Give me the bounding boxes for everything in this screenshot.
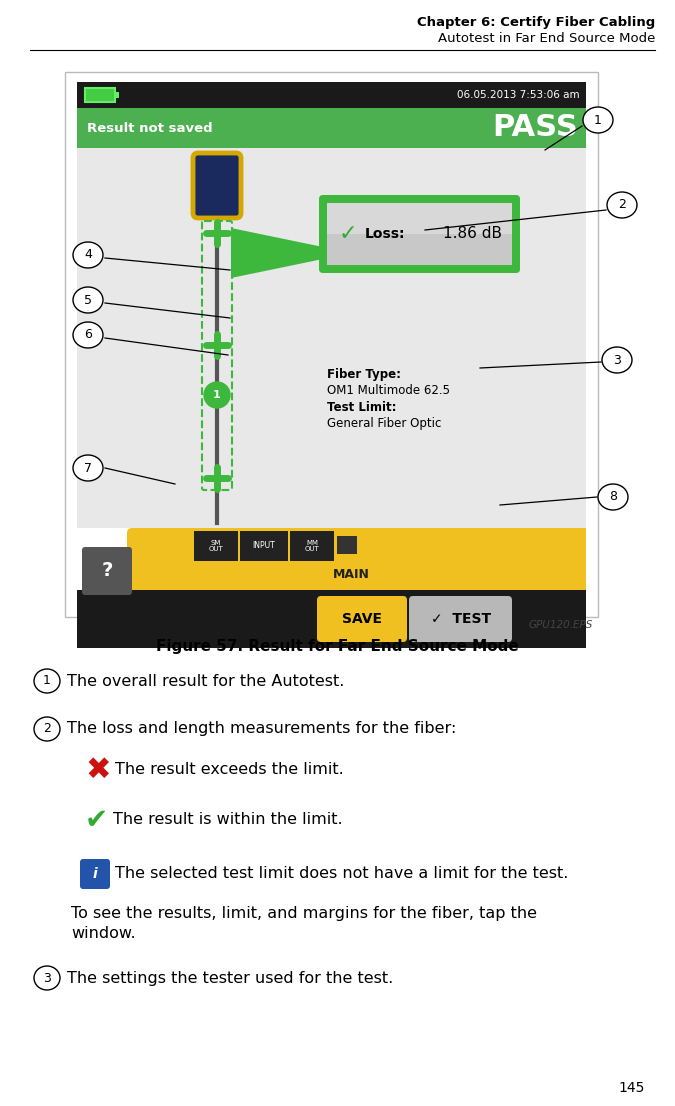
Text: 2: 2 [43, 722, 51, 735]
Text: The loss and length measurements for the fiber:: The loss and length measurements for the… [67, 721, 456, 737]
FancyBboxPatch shape [240, 531, 288, 561]
Text: Autotest in Far End Source Mode: Autotest in Far End Source Mode [437, 32, 655, 45]
FancyBboxPatch shape [82, 547, 132, 595]
Text: window.: window. [71, 926, 136, 941]
Text: 8: 8 [609, 490, 617, 503]
Text: INPUT: INPUT [252, 542, 275, 551]
Text: 5: 5 [84, 293, 92, 306]
Text: 4: 4 [84, 249, 92, 261]
Text: The selected test limit does not have a limit for the test.: The selected test limit does not have a … [115, 866, 568, 881]
Polygon shape [231, 228, 352, 278]
Ellipse shape [34, 669, 60, 693]
Text: OM1 Multimode 62.5: OM1 Multimode 62.5 [327, 384, 450, 397]
Text: 7: 7 [84, 461, 92, 474]
Text: 1: 1 [213, 390, 221, 400]
FancyBboxPatch shape [317, 596, 407, 641]
FancyBboxPatch shape [65, 72, 598, 617]
Text: MAIN: MAIN [333, 567, 369, 581]
Text: ✔: ✔ [85, 806, 108, 834]
Ellipse shape [34, 966, 60, 990]
FancyBboxPatch shape [85, 88, 115, 102]
Ellipse shape [34, 717, 60, 741]
FancyBboxPatch shape [194, 531, 238, 561]
FancyBboxPatch shape [77, 108, 586, 148]
Ellipse shape [73, 455, 103, 481]
FancyBboxPatch shape [319, 195, 520, 273]
Text: 145: 145 [618, 1081, 645, 1095]
Text: The result exceeds the limit.: The result exceeds the limit. [115, 762, 344, 778]
FancyBboxPatch shape [193, 153, 241, 218]
Text: Figure 57. Result for Far End Source Mode: Figure 57. Result for Far End Source Mod… [156, 639, 518, 654]
Ellipse shape [607, 192, 637, 218]
Text: SAVE: SAVE [342, 612, 382, 626]
FancyBboxPatch shape [501, 528, 556, 588]
Text: The settings the tester used for the test.: The settings the tester used for the tes… [67, 970, 394, 985]
Text: ✓  TEST: ✓ TEST [431, 612, 491, 626]
FancyBboxPatch shape [290, 531, 334, 561]
Text: ?: ? [101, 562, 113, 581]
Text: ✓: ✓ [339, 225, 358, 244]
Text: To see the results, limit, and margins for the fiber, tap the: To see the results, limit, and margins f… [71, 906, 537, 921]
Text: i: i [92, 867, 97, 881]
Ellipse shape [583, 107, 613, 133]
Text: 3: 3 [43, 971, 51, 984]
Text: 06.05.2013 7:53:06 am: 06.05.2013 7:53:06 am [458, 90, 580, 100]
FancyBboxPatch shape [327, 204, 512, 234]
Text: ✖: ✖ [85, 755, 111, 784]
Text: Loss:: Loss: [365, 227, 406, 241]
FancyBboxPatch shape [127, 528, 177, 588]
Text: Result not saved: Result not saved [87, 122, 213, 135]
Ellipse shape [602, 347, 632, 373]
Ellipse shape [598, 484, 628, 510]
Ellipse shape [73, 242, 103, 268]
Text: Chapter 6: Certify Fiber Cabling: Chapter 6: Certify Fiber Cabling [416, 15, 655, 29]
Text: 1: 1 [594, 114, 602, 126]
Ellipse shape [73, 322, 103, 348]
FancyBboxPatch shape [77, 589, 586, 648]
Circle shape [204, 382, 230, 408]
Ellipse shape [73, 286, 103, 313]
Text: PASS: PASS [492, 114, 578, 143]
Text: Test Limit:: Test Limit: [327, 401, 396, 414]
Text: 2: 2 [618, 198, 626, 211]
Text: 1.86 dB: 1.86 dB [443, 227, 502, 241]
Text: 1: 1 [43, 675, 51, 688]
FancyBboxPatch shape [115, 92, 119, 98]
Text: MM
OUT: MM OUT [304, 540, 319, 552]
FancyBboxPatch shape [337, 536, 357, 554]
Text: Fiber Type:: Fiber Type: [327, 368, 401, 380]
Text: General Fiber Optic: General Fiber Optic [327, 417, 441, 430]
FancyBboxPatch shape [409, 596, 512, 641]
FancyBboxPatch shape [77, 148, 586, 528]
Text: 3: 3 [613, 354, 621, 366]
Text: The result is within the limit.: The result is within the limit. [113, 813, 343, 827]
FancyBboxPatch shape [80, 859, 110, 889]
Text: 6: 6 [84, 328, 92, 342]
Text: SM
OUT: SM OUT [209, 540, 223, 552]
FancyBboxPatch shape [77, 82, 586, 108]
Text: GPU120.EPS: GPU120.EPS [529, 620, 593, 630]
Text: The overall result for the Autotest.: The overall result for the Autotest. [67, 674, 344, 689]
FancyBboxPatch shape [327, 204, 512, 265]
FancyBboxPatch shape [132, 528, 586, 589]
